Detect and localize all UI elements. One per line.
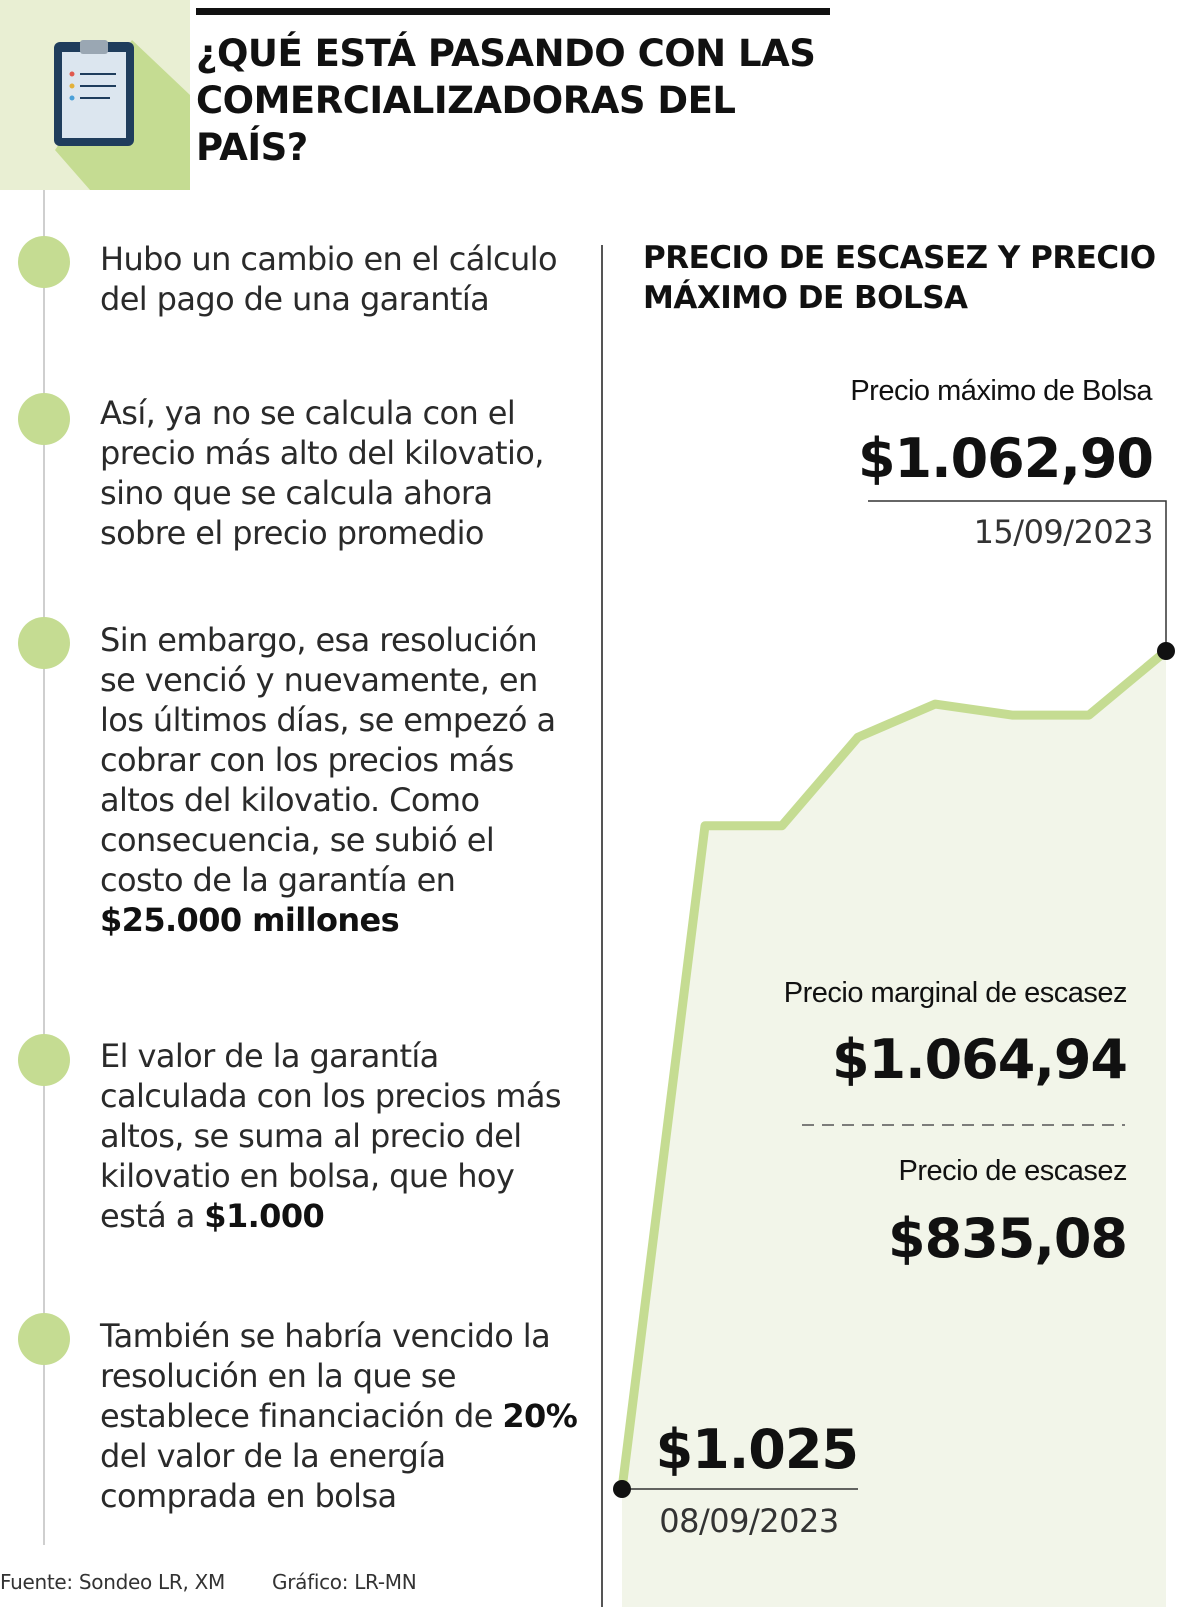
- timeline-text: Sin embargo, esa resolución se venció y …: [100, 621, 556, 899]
- end-leader-line: [868, 500, 1167, 651]
- timeline-dot: [18, 617, 70, 669]
- timeline-dot: [18, 393, 70, 445]
- start-date-label: 08/09/2023: [659, 1502, 839, 1540]
- end-value-label: $1.062,90: [857, 427, 1154, 490]
- reference-name-2: Precio de escasez: [898, 1155, 1128, 1187]
- timeline-bold-percent: 20%: [502, 1397, 578, 1435]
- timeline-bold-amount: $25.000 millones: [100, 901, 400, 939]
- clipboard-icon: [54, 40, 190, 190]
- timeline-item-3: Sin embargo, esa resolución se venció y …: [100, 620, 580, 940]
- page-title: ¿QUÉ ESTÁ PASANDO CON LAS COMERCIALIZADO…: [196, 32, 816, 169]
- timeline-bold-price: $1.000: [204, 1197, 325, 1235]
- chart-title: PRECIO DE ESCASEZ Y PRECIO MÁXIMO DE BOL…: [643, 240, 1156, 316]
- column-divider: [601, 245, 603, 1607]
- timeline-text: El valor de la garantía calculada con lo…: [100, 1037, 562, 1235]
- reference-value-2: $835,08: [888, 1207, 1128, 1270]
- timeline-dot: [18, 1034, 70, 1086]
- timeline-line: [43, 190, 45, 1545]
- timeline-item-1: Hubo un cambio en el cálculo del pago de…: [100, 239, 580, 319]
- timeline-text: Así, ya no se calcula con el precio más …: [100, 394, 544, 552]
- reference-value-1: $1.064,94: [831, 1028, 1128, 1091]
- footer-source: Fuente: Sondeo LR, XM: [0, 1570, 225, 1594]
- footer-credit: Gráfico: LR-MN: [272, 1570, 417, 1594]
- timeline-text: También se habría vencido la resolución …: [100, 1317, 551, 1435]
- end-series-name: Precio máximo de Bolsa: [850, 375, 1152, 407]
- timeline-text-end: del valor de la energía comprada en bols…: [100, 1437, 446, 1515]
- end-point-marker: [1157, 642, 1175, 660]
- start-point-marker: [613, 1480, 631, 1498]
- start-value-label: $1.025: [655, 1418, 859, 1481]
- top-rule: [196, 8, 830, 15]
- chart-area: [622, 651, 1166, 1607]
- header-icon-panel: [0, 0, 190, 190]
- timeline-item-5: También se habría vencido la resolución …: [100, 1316, 580, 1516]
- end-date-label: 15/09/2023: [973, 513, 1154, 551]
- timeline-item-4: El valor de la garantía calculada con lo…: [100, 1036, 580, 1236]
- timeline-item-2: Así, ya no se calcula con el precio más …: [100, 393, 580, 553]
- reference-name-1: Precio marginal de escasez: [783, 977, 1128, 1009]
- chart-series-line: [617, 646, 1171, 1494]
- timeline-dot: [18, 236, 70, 288]
- timeline-text: Hubo un cambio en el cálculo del pago de…: [100, 240, 558, 318]
- timeline-dot: [18, 1313, 70, 1365]
